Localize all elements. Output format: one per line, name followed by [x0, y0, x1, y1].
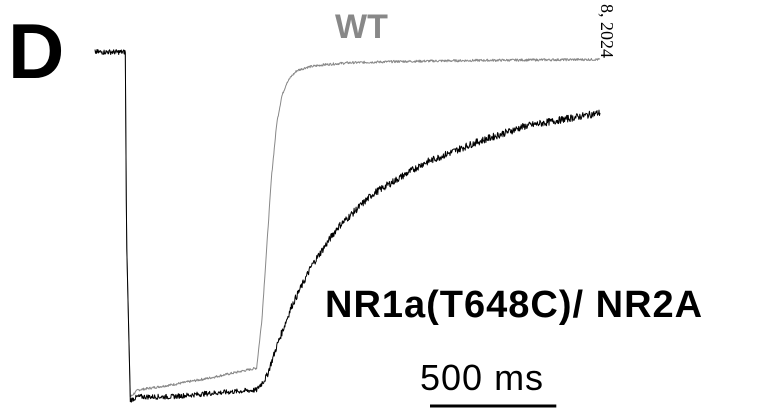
trace-wt: [94, 50, 601, 398]
date-fragment: 8, 2024: [597, 4, 617, 58]
series-label-mutant: NR1a(T648C)/ NR2A: [325, 284, 703, 326]
scale-bar-label: 500 ms: [420, 357, 544, 398]
series-label-wt: WT: [335, 8, 388, 46]
trace-mutant: [94, 49, 601, 403]
panel-label: D: [8, 7, 64, 95]
traces-group: [94, 49, 601, 403]
